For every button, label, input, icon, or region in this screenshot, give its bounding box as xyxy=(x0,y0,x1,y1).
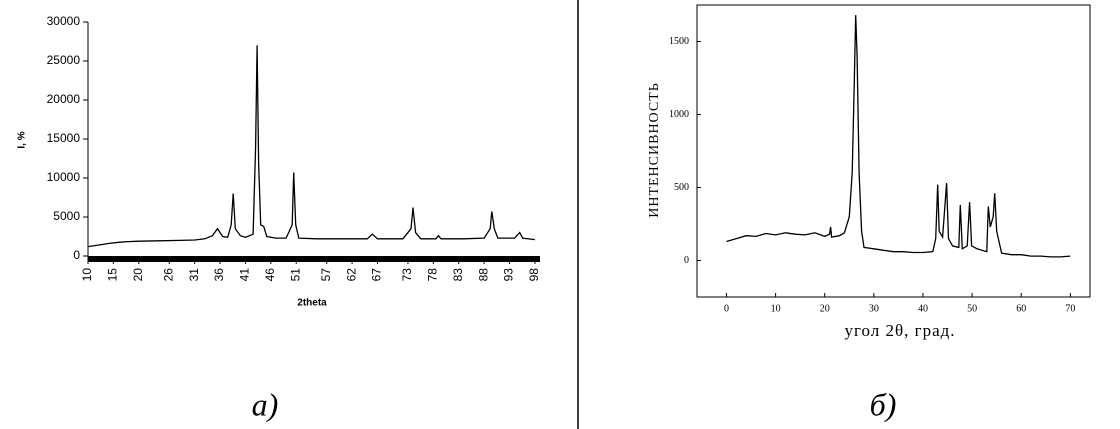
caption: а) xyxy=(252,386,279,422)
x-tick-label: 31 xyxy=(187,268,201,282)
x-tick-label: 30 xyxy=(869,303,879,314)
y-tick-label: 1000 xyxy=(669,109,689,120)
plot-frame xyxy=(696,4,1091,298)
chart-b: 0 500 1000 1500 0 10 20 30 40 50 60 70 угол 2θ, град… xyxy=(647,4,1091,422)
y-axis-label: ИНТЕНСИВНОСТЬ xyxy=(647,82,662,218)
data-line xyxy=(87,45,535,248)
data-line xyxy=(726,15,1071,258)
x-tick-label: 57 xyxy=(319,268,333,282)
x-tick-label: 51 xyxy=(288,268,302,282)
x-tick-label: 46 xyxy=(263,268,277,282)
y-tick-label: 0 xyxy=(684,255,689,266)
x-tick-label: 83 xyxy=(451,268,465,282)
x-tick-label: 78 xyxy=(426,268,440,282)
y-tick-label: 20000 xyxy=(47,92,81,106)
x-axis-label: угол 2θ, град. xyxy=(844,321,955,340)
y-tick-label: 1500 xyxy=(669,36,689,47)
y-tick-label: 15000 xyxy=(47,131,81,145)
y-tick-label: 10000 xyxy=(47,170,81,184)
caption: б) xyxy=(870,386,897,422)
y-tick-label: 0 xyxy=(73,248,80,262)
x-tick-label: 67 xyxy=(370,268,384,282)
y-tick-label: 30000 xyxy=(47,14,81,28)
x-axis-label: 2theta xyxy=(297,298,327,309)
chart-a: 0 5000 10000 15000 20000 25000 30000 10 15 20 26 31… xyxy=(17,14,541,422)
x-tick-label: 62 xyxy=(344,268,358,282)
x-tick-label: 50 xyxy=(967,303,977,314)
x-axis-band xyxy=(88,256,540,262)
x-tick-label: 36 xyxy=(212,268,226,282)
y-axis-label: I, % xyxy=(17,131,28,148)
x-tick-label: 26 xyxy=(161,268,175,282)
y-tick-label: 25000 xyxy=(47,53,81,67)
x-tick-label: 73 xyxy=(400,268,414,282)
x-tick-label: 70 xyxy=(1065,303,1075,314)
x-tick-label: 88 xyxy=(476,268,490,282)
x-tick-label: 60 xyxy=(1016,303,1026,314)
x-tick-label: 98 xyxy=(527,268,541,282)
x-tick-label: 10 xyxy=(80,268,94,282)
x-tick-label: 41 xyxy=(238,268,252,282)
x-tick-label: 10 xyxy=(771,303,781,314)
x-tick-label: 15 xyxy=(106,268,120,282)
y-tick-label: 500 xyxy=(674,182,689,193)
x-tick-label: 40 xyxy=(918,303,928,314)
x-tick-label: 20 xyxy=(131,268,145,282)
y-tick-label: 5000 xyxy=(53,209,80,223)
x-tick-label: 20 xyxy=(820,303,830,314)
x-tick-label: 93 xyxy=(502,268,516,282)
x-tick-label: 0 xyxy=(724,303,729,314)
